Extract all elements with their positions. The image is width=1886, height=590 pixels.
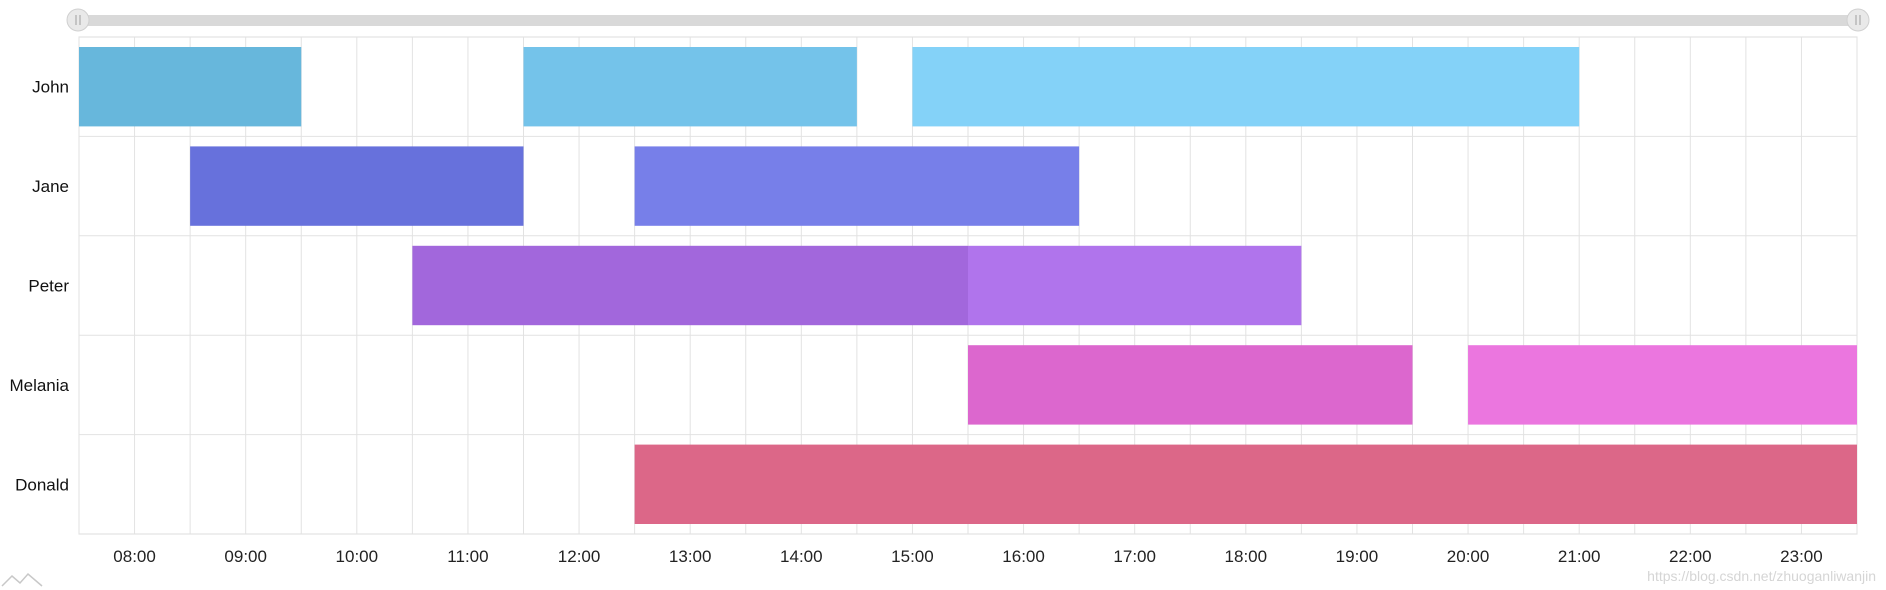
gantt-bar: [968, 245, 1302, 326]
category-label: Donald: [15, 475, 69, 494]
gantt-bar: [190, 146, 524, 226]
gantt-bar: [968, 345, 1413, 425]
x-tick-label: 08:00: [113, 547, 156, 566]
x-tick-label: 13:00: [669, 547, 712, 566]
x-tick-label: 16:00: [1002, 547, 1045, 566]
scrollbar-handle-left[interactable]: [66, 8, 90, 32]
scrollbar-handle-right[interactable]: [1846, 8, 1870, 32]
category-label: John: [32, 78, 69, 97]
gantt-bar: [523, 47, 857, 127]
gantt-bar: [912, 47, 1580, 127]
x-tick-label: 19:00: [1336, 547, 1379, 566]
x-tick-label: 12:00: [558, 547, 601, 566]
x-axis-labels: 08:00 09:00 10:00 11:00 12:00 13:00 14:00 15:00…: [113, 547, 1822, 566]
gantt-bar: [79, 47, 302, 127]
x-tick-label: 17:00: [1113, 547, 1156, 566]
x-tick-label: 18:00: [1225, 547, 1268, 566]
x-tick-label: 11:00: [447, 547, 488, 566]
x-tick-label: 20:00: [1447, 547, 1490, 566]
scrollbar-track[interactable]: [78, 15, 1858, 26]
x-tick-label: 10:00: [336, 547, 379, 566]
watermark: https://blog.csdn.net/zhuoganliwanjin: [1647, 568, 1876, 584]
x-tick-label: 14:00: [780, 547, 823, 566]
x-tick-label: 23:00: [1780, 547, 1823, 566]
category-label: Peter: [28, 277, 69, 296]
x-tick-label: 09:00: [224, 547, 267, 566]
bars: [79, 47, 1857, 524]
category-label: Melania: [9, 376, 69, 395]
gantt-bar: [1468, 345, 1857, 425]
gantt-bar: [634, 444, 1857, 524]
category-label: Jane: [32, 177, 69, 196]
x-tick-label: 22:00: [1669, 547, 1712, 566]
x-tick-label: 15:00: [891, 547, 934, 566]
category-labels: John Jane Peter Melania Donald: [9, 78, 69, 495]
x-tick-label: 21:00: [1558, 547, 1601, 566]
scrollbar[interactable]: [66, 8, 1870, 32]
gantt-bar: [634, 146, 1080, 226]
logo-icon: [1, 572, 43, 587]
gantt-bar: [412, 245, 968, 326]
